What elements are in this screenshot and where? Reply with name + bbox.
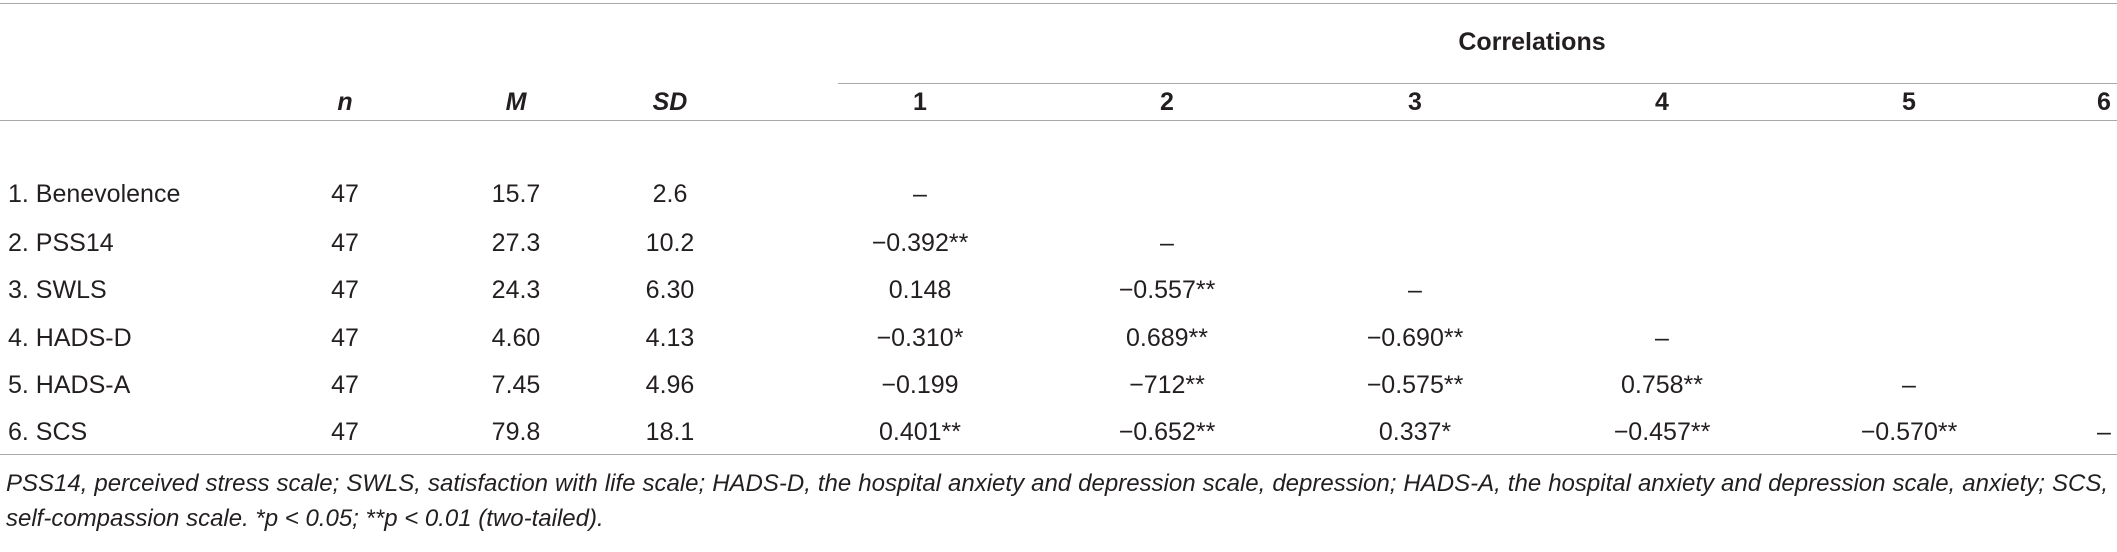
correlation-cell: −0.310* (876, 324, 964, 352)
correlation-cell: – (1408, 276, 1422, 304)
cell-m: 27.3 (491, 229, 541, 257)
row-label: 1. Benevolence (8, 180, 181, 208)
cell-m: 79.8 (491, 418, 541, 446)
cell-sd: 10.2 (645, 229, 695, 257)
correlation-cell: −0.690** (1366, 324, 1464, 352)
correlation-cell: −0.457** (1613, 418, 1711, 446)
cell-sd: 2.6 (652, 180, 688, 208)
column-header-sd: SD (652, 88, 688, 116)
cell-m: 4.60 (491, 324, 541, 352)
row-label: 4. HADS-D (8, 324, 132, 352)
cell-m: 24.3 (491, 276, 541, 304)
correlation-cell: 0.689** (1125, 324, 1209, 352)
correlation-cell: −0.392** (871, 229, 969, 257)
cell-n: 47 (331, 324, 359, 352)
cell-n: 47 (331, 418, 359, 446)
header-rule (0, 120, 2117, 121)
column-header-4: 4 (1655, 88, 1669, 116)
column-header-5: 5 (1902, 88, 1916, 116)
row-label: 2. PSS14 (8, 229, 114, 257)
column-header-m: M (505, 88, 527, 116)
row-label: 6. SCS (8, 418, 88, 446)
row-label: 3. SWLS (8, 276, 107, 304)
correlation-cell: 0.337* (1378, 418, 1452, 446)
cell-sd: 4.96 (645, 371, 695, 399)
cell-n: 47 (331, 229, 359, 257)
correlation-cell: −0.199 (881, 371, 959, 399)
table-footnote: PSS14, perceived stress scale; SWLS, sat… (6, 470, 2108, 532)
correlation-cell: −0.557** (1118, 276, 1216, 304)
correlation-cell: – (1160, 229, 1174, 257)
row-label: 5. HADS-A (8, 371, 131, 399)
cell-m: 15.7 (491, 180, 541, 208)
cell-n: 47 (331, 371, 359, 399)
correlation-cell: 0.148 (888, 276, 952, 304)
correlation-cell: 0.401** (878, 418, 962, 446)
column-header-6: 6 (2097, 88, 2111, 116)
correlation-cell: – (2097, 418, 2111, 446)
cell-sd: 18.1 (645, 418, 695, 446)
top-rule (0, 3, 2117, 4)
correlation-cell: 0.758** (1620, 371, 1704, 399)
correlation-cell: −0.575** (1366, 371, 1464, 399)
correlation-cell: −712** (1129, 371, 1205, 399)
cell-n: 47 (331, 276, 359, 304)
cell-sd: 4.13 (645, 324, 695, 352)
correlation-cell: – (1902, 371, 1916, 399)
correlation-cell: – (913, 180, 927, 208)
correlation-cell: – (1655, 324, 1669, 352)
cell-n: 47 (331, 180, 359, 208)
column-header-1: 1 (913, 88, 927, 116)
cell-m: 7.45 (491, 371, 541, 399)
cell-sd: 6.30 (645, 276, 695, 304)
bottom-rule (0, 454, 2117, 455)
column-header-2: 2 (1160, 88, 1174, 116)
correlations-group-header: Correlations (1458, 28, 1606, 56)
column-header-n: n (337, 88, 353, 116)
correlation-cell: −0.652** (1118, 418, 1216, 446)
correlations-group-rule (838, 83, 2117, 84)
correlation-cell: −0.570** (1860, 418, 1958, 446)
column-header-3: 3 (1408, 88, 1422, 116)
